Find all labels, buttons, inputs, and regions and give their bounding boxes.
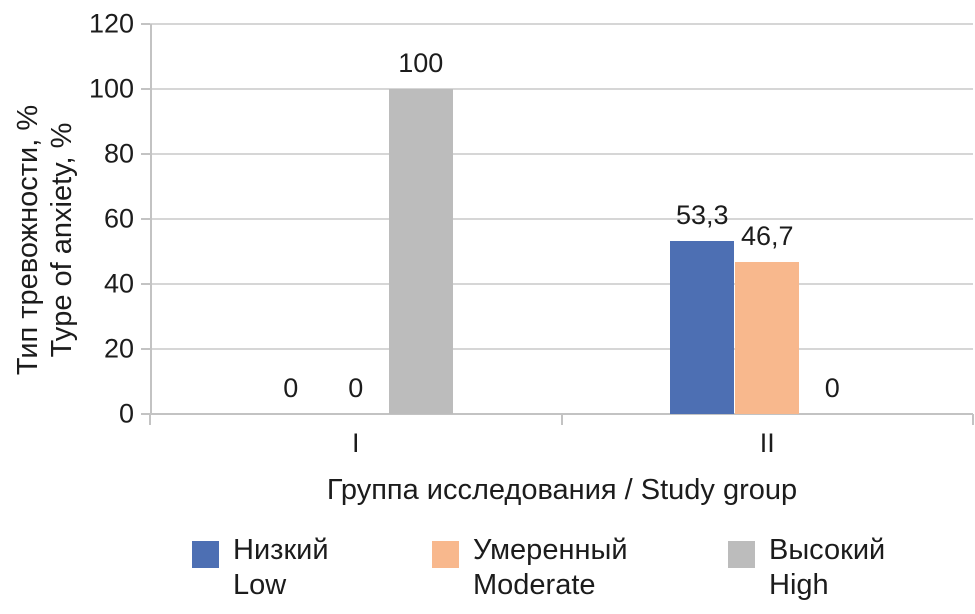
legend-label-ru: Низкий: [233, 534, 329, 566]
legend-swatch-high: [728, 541, 755, 568]
bar-moderate-II: [735, 262, 800, 414]
y-axis-title-ru: Тип тревожности, %: [12, 104, 44, 376]
bar-value-label-high-II: 0: [824, 373, 840, 403]
y-tick-mark: [141, 23, 150, 25]
x-axis-title: Группа исследования / Study group: [326, 474, 798, 506]
y-tick-mark: [141, 88, 150, 90]
y-tick-mark: [141, 218, 150, 220]
plot-area: 0 0 100 53,3 46,7 0: [150, 23, 973, 415]
gridline-60: [150, 218, 973, 220]
legend-item-moderate: Умеренный Moderate: [432, 533, 628, 603]
category-label-II: II: [759, 428, 775, 458]
category-label-I: I: [351, 428, 360, 458]
y-tick-label: 20: [103, 333, 134, 364]
legend-label-moderate: Умеренный Moderate: [473, 533, 628, 603]
x-tick-mark: [560, 414, 563, 425]
y-tick-label: 100: [88, 73, 134, 104]
gridline-20: [150, 348, 973, 350]
legend-swatch-low: [192, 541, 219, 568]
y-tick-label: 120: [88, 8, 134, 39]
y-tick-mark: [141, 348, 150, 350]
legend-label-en: High: [769, 569, 829, 601]
y-tick-label: 0: [118, 398, 134, 429]
gridline-40: [150, 283, 973, 285]
bar-value-label-low-II: 53,3: [675, 199, 729, 230]
y-tick-label: 80: [103, 138, 134, 169]
bar-low-II: [670, 240, 735, 414]
gridline-100: [150, 88, 973, 90]
legend-label-high: Высокий High: [769, 533, 885, 603]
bar-value-label-high-I: 100: [398, 48, 444, 78]
bar-value-label-moderate-I: 0: [348, 373, 364, 403]
y-tick-mark: [141, 153, 150, 155]
legend-label-ru: Умеренный: [473, 534, 628, 566]
legend-item-high: Высокий High: [728, 533, 885, 603]
y-tick-mark: [141, 283, 150, 285]
y-tick-label: 60: [103, 203, 134, 234]
y-tick-mark: [141, 413, 150, 415]
legend-swatch-moderate: [432, 541, 459, 568]
x-tick-mark: [149, 414, 151, 425]
y-axis-line: [150, 24, 152, 414]
bar-value-label-moderate-II: 46,7: [740, 221, 794, 252]
gridline-80: [150, 153, 973, 155]
legend-label-en: Low: [233, 569, 287, 601]
legend-item-low: Низкий Low: [192, 533, 329, 603]
y-tick-label: 40: [103, 268, 134, 299]
bar-high-I: [388, 89, 453, 414]
gridline-120: [150, 23, 973, 25]
x-tick-mark: [972, 414, 974, 425]
legend-label-low: Низкий Low: [233, 533, 329, 603]
legend-label-en: Moderate: [473, 569, 596, 601]
bar-value-label-low-I: 0: [283, 373, 299, 403]
legend-label-ru: Высокий: [769, 534, 886, 566]
